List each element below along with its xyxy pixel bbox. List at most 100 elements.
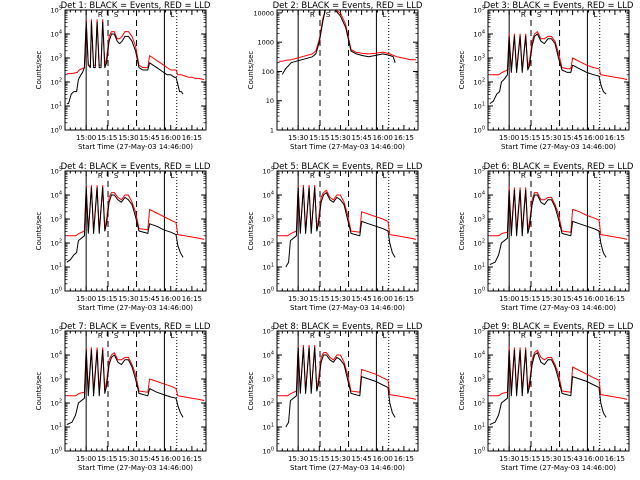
panel-title: Det 5: BLACK = Events, RED = LLD — [273, 162, 423, 172]
y-axis-label: Counts/sec — [35, 51, 43, 90]
y-tick-label: 101 — [51, 102, 62, 111]
x-tick-label: 15:45 — [140, 134, 160, 142]
plot-frame — [487, 9, 630, 131]
events-series-line — [66, 187, 184, 263]
x-tick-label: 15:00 — [76, 134, 96, 142]
plot-frame — [276, 9, 419, 131]
y-tick-label: 104 — [474, 30, 485, 39]
y-tick-label: 102 — [263, 239, 274, 248]
panel-title: Det 3: BLACK = Events, RED = LLD — [484, 1, 634, 11]
x-tick-label: 15:30 — [330, 134, 350, 142]
y-tick-label: 104 — [51, 191, 62, 200]
x-tick-label: 15:45 — [563, 134, 583, 142]
x-tick-label: 15:30 — [118, 295, 138, 303]
x-tick-label: 16:00 — [584, 295, 604, 303]
x-axis-label: Start Time (27-May-03 14:46:00) — [78, 143, 193, 151]
y-tick-label: 101 — [51, 263, 62, 272]
y-tick-label: 102 — [51, 78, 62, 87]
y-tick-label: 100 — [51, 287, 62, 296]
annotation-label: R — [310, 332, 315, 340]
y-tick-label: 1 — [270, 127, 274, 135]
plot-frame — [276, 170, 419, 292]
x-tick-label: 15:30 — [288, 455, 308, 463]
y-tick-label: 104 — [51, 30, 62, 39]
plot-frame — [487, 170, 630, 292]
y-tick-label: 102 — [474, 78, 485, 87]
events-series-line — [489, 349, 607, 426]
annotation-label: S — [537, 11, 542, 19]
panel-title: Det 1: BLACK = Events, RED = LLD — [61, 1, 211, 11]
x-tick-label: 15:30 — [541, 455, 561, 463]
x-tick-label: 16:00 — [373, 455, 393, 463]
y-tick-label: 103 — [263, 375, 274, 384]
y-tick-label: 104 — [263, 191, 274, 200]
annotation-label: R — [310, 11, 315, 19]
y-tick-label: 103 — [474, 375, 485, 384]
x-tick-label: 16:00 — [161, 134, 181, 142]
x-tick-label: 16:00 — [373, 295, 393, 303]
x-tick-label: 16:15 — [394, 134, 414, 142]
y-tick-label: 104 — [51, 351, 62, 360]
y-tick-label: 101 — [263, 263, 274, 272]
y-tick-label: 101 — [474, 102, 485, 111]
panel-title: Det 8: BLACK = Events, RED = LLD — [273, 322, 423, 332]
x-tick-label: 15:00 — [76, 455, 96, 463]
plot-frame — [276, 330, 419, 452]
x-tick-label: 15:30 — [541, 134, 561, 142]
x-tick-label: 15:15 — [520, 134, 540, 142]
y-tick-label: 10000 — [253, 9, 274, 17]
x-tick-label: 15:30 — [541, 295, 561, 303]
y-tick-label: 105 — [474, 167, 485, 176]
y-tick-label: 102 — [474, 239, 485, 248]
events-series-line — [66, 349, 184, 426]
x-tick-label: 16:15 — [394, 295, 414, 303]
x-tick-label: 16:15 — [605, 295, 625, 303]
x-tick-label: 15:45 — [352, 295, 372, 303]
annotation-label: L — [383, 11, 387, 19]
y-tick-label: 101 — [51, 423, 62, 432]
y-tick-label: 100 — [263, 287, 274, 296]
y-axis-label: Counts/sec — [247, 372, 255, 411]
x-tick-label: 16:00 — [373, 134, 393, 142]
y-tick-label: 104 — [474, 351, 485, 360]
y-tick-label: 105 — [51, 327, 62, 336]
x-tick-label: 15:30 — [330, 295, 350, 303]
annotation-label: R — [98, 11, 103, 19]
events-series-line — [285, 187, 396, 268]
annotation-label: S — [326, 172, 331, 180]
plot-frame — [64, 170, 207, 292]
x-tick-label: 16:15 — [605, 455, 625, 463]
panel-title: Det 9: BLACK = Events, RED = LLD — [484, 322, 634, 332]
x-axis-label: Start Time (27-May-03 14:46:00) — [78, 304, 193, 312]
x-tick-label: 15:15 — [520, 455, 540, 463]
annotation-label: R — [98, 332, 103, 340]
y-tick-label: 103 — [474, 215, 485, 224]
y-tick-label: 102 — [51, 239, 62, 248]
x-tick-label: 15:30 — [118, 134, 138, 142]
lld-series-line — [278, 10, 417, 62]
annotation-label: L — [594, 11, 598, 19]
y-tick-label: 105 — [51, 6, 62, 15]
y-axis-label: Counts/sec — [247, 51, 255, 90]
annotation-label: L — [383, 332, 387, 340]
plot-frame — [64, 330, 207, 452]
x-axis-label: Start Time (27-May-03 14:46:00) — [78, 464, 193, 472]
y-tick-label: 105 — [474, 6, 485, 15]
x-tick-label: 16:15 — [394, 455, 414, 463]
annotation-label: L — [594, 332, 598, 340]
x-axis-label: Start Time (27-May-03 14:46:00) — [290, 304, 405, 312]
x-tick-label: 15:30 — [288, 295, 308, 303]
annotation-label: S — [114, 11, 119, 19]
x-tick-label: 15:45 — [140, 295, 160, 303]
annotation-label: R — [521, 332, 526, 340]
panel-title: Det 6: BLACK = Events, RED = LLD — [484, 162, 634, 172]
y-tick-label: 102 — [51, 399, 62, 408]
x-axis-label: Start Time (27-May-03 14:46:00) — [501, 143, 616, 151]
y-tick-label: 105 — [263, 167, 274, 176]
y-axis-label: Counts/sec — [458, 372, 466, 411]
y-tick-label: 104 — [474, 191, 485, 200]
x-tick-label: 15:45 — [140, 455, 160, 463]
